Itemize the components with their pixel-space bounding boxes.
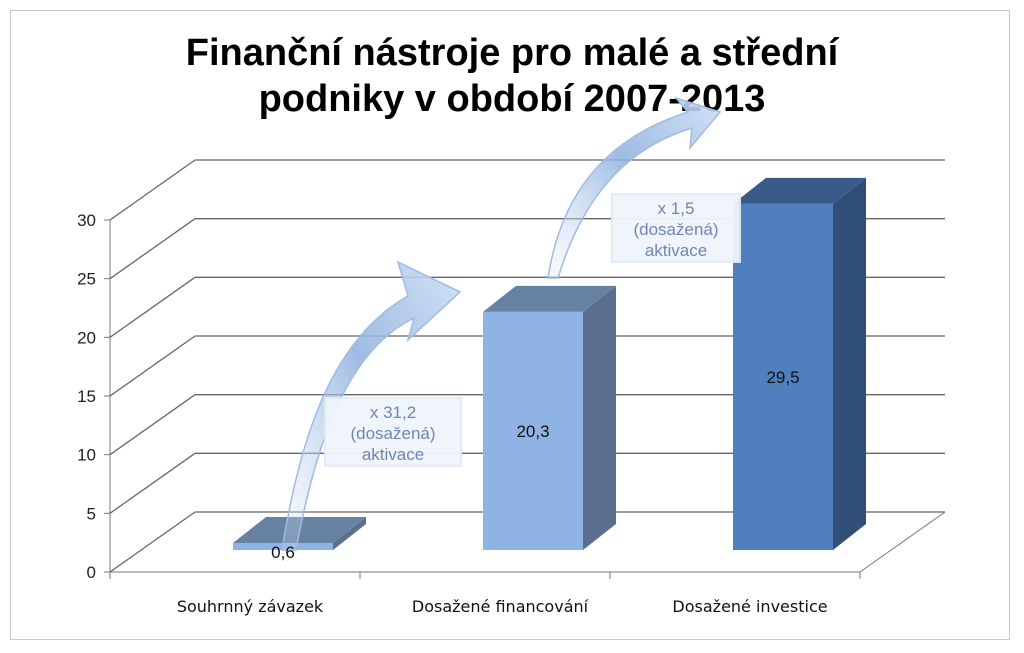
callout-text: aktivace <box>645 241 707 260</box>
chart-title-line-1: Finanční nástroje pro malé a střední <box>185 32 839 74</box>
y-tick-label: 25 <box>77 270 96 289</box>
gridline-depth <box>109 511 196 573</box>
callout-text: aktivace <box>362 445 424 464</box>
floor-right-edge <box>859 511 946 573</box>
gridline-depth <box>109 159 196 221</box>
callout-text: x 1,5 <box>658 199 695 218</box>
data-label: 20,3 <box>516 422 549 441</box>
callout-text: x 31,2 <box>370 403 416 422</box>
callout-box <box>611 193 741 263</box>
x-tick-label: Dosažené financování <box>412 597 589 616</box>
gridline-depth <box>109 218 196 280</box>
y-tick-label: 0 <box>87 563 96 582</box>
growth-arrow <box>281 260 462 551</box>
bar-side <box>583 285 616 550</box>
growth-arrow <box>547 96 722 279</box>
gridline-depth <box>109 394 196 456</box>
callout-box <box>324 397 462 467</box>
bar <box>733 203 833 550</box>
x-tick-label: Dosažené investice <box>672 597 827 616</box>
x-tick-label: Souhrnný závazek <box>177 597 324 616</box>
arrows-layer <box>281 96 722 551</box>
callout-text: (dosažená) <box>633 220 718 239</box>
bar-top <box>733 177 866 204</box>
gridline-depth <box>109 335 196 397</box>
y-tick-label: 30 <box>77 211 96 230</box>
y-tick-label: 5 <box>87 504 96 523</box>
bars-layer <box>233 177 866 550</box>
bar-side <box>833 177 866 550</box>
bar-side <box>333 516 366 550</box>
bar-top <box>483 285 616 312</box>
data-label: 0,6 <box>271 543 295 562</box>
data-label: 29,5 <box>766 368 799 387</box>
y-tick-label: 15 <box>77 387 96 406</box>
labels-layer: 0 5 10 15 20 25 30 Souhrnný závazek Dosažené fin… <box>77 193 828 616</box>
bar <box>483 311 583 550</box>
callout-text: (dosažená) <box>350 424 435 443</box>
gridline-depth <box>109 276 196 338</box>
y-tick-label: 10 <box>77 446 96 465</box>
y-tick-label: 20 <box>77 328 96 347</box>
gridline-depth <box>109 452 196 514</box>
